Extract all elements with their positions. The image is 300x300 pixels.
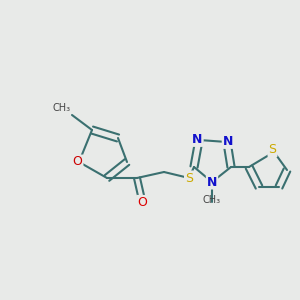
Text: N: N xyxy=(223,135,233,148)
Text: O: O xyxy=(73,155,82,169)
Text: CH₃: CH₃ xyxy=(203,195,221,205)
Text: N: N xyxy=(207,176,217,188)
Text: S: S xyxy=(185,172,193,184)
Text: CH₃: CH₃ xyxy=(52,103,70,112)
Text: N: N xyxy=(192,133,203,146)
Text: O: O xyxy=(137,196,147,209)
Text: S: S xyxy=(268,143,277,156)
